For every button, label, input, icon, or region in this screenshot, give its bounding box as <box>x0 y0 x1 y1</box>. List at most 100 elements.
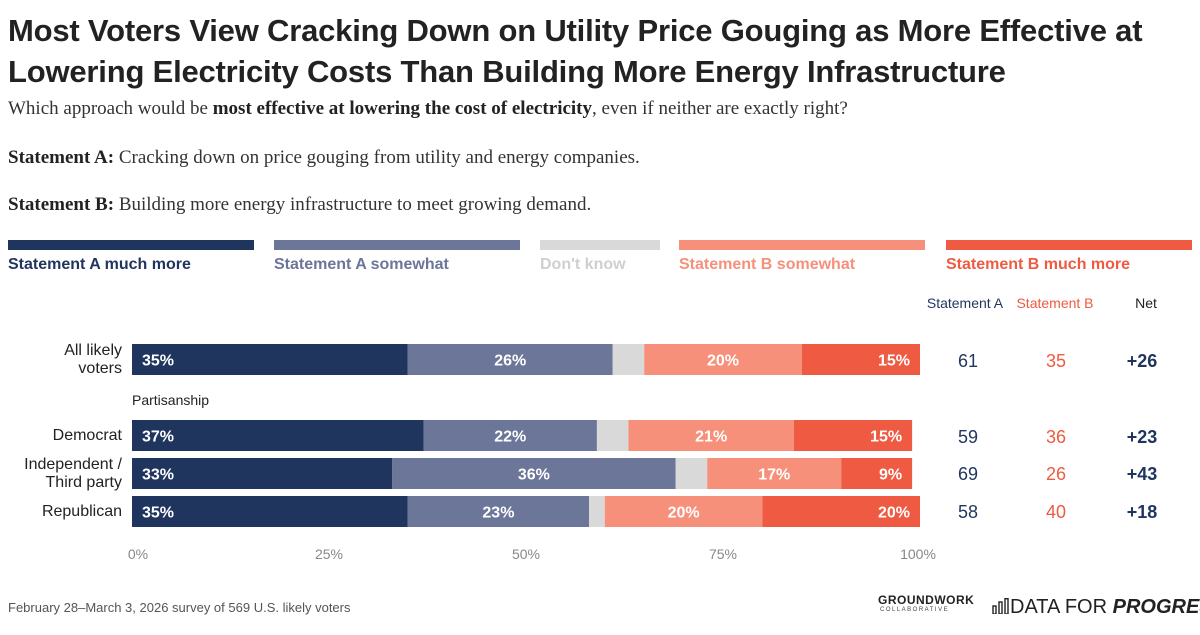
bar-segment-b-much <box>762 496 920 527</box>
total-a-independent: 69 <box>957 464 979 484</box>
data-label: 9% <box>879 467 902 484</box>
bar-chart-icon <box>992 597 1009 615</box>
data-label: 35% <box>142 353 174 370</box>
bar-segment-dont-know <box>589 496 605 527</box>
total-b-republican: 40 <box>1045 502 1067 522</box>
bar-segment-dont-know <box>596 420 629 451</box>
dfp-logo-italic: PROGRESS <box>1112 596 1200 618</box>
bar-segment-a-some <box>407 344 613 375</box>
column-header-net: Net <box>1135 295 1157 311</box>
statement-a-text: Cracking down on price gouging from util… <box>114 147 640 168</box>
x-tick-label: 25% <box>315 546 343 562</box>
legend-dont-know: Don't know <box>540 240 660 274</box>
data-label: 17% <box>758 467 790 484</box>
total-a-democrat: 59 <box>957 427 979 447</box>
bar-segment-a-much <box>132 420 424 451</box>
net-republican: +18 <box>1126 502 1158 522</box>
row-label-line: Independent / <box>24 456 122 473</box>
total-b-democrat: 36 <box>1045 427 1067 447</box>
row-label-line: Third party <box>45 474 122 491</box>
bar-segment-a-much <box>132 344 408 375</box>
row-label-all-voters: All likely voters <box>64 342 122 378</box>
legend-label: Statement B much more <box>946 256 1131 273</box>
row-label-republican: Republican <box>42 503 122 521</box>
total-b-all-voters: 35 <box>1045 351 1067 371</box>
legend-swatch <box>274 240 520 250</box>
question-bold: most effective at lowering the cost of e… <box>212 98 593 119</box>
statement-b-label: Statement B: <box>8 194 115 215</box>
legend-swatch <box>679 240 925 250</box>
groundwork-logo-sub: COLLABORATIVE <box>880 607 950 613</box>
legend-b-much: Statement B much more <box>946 240 1192 274</box>
data-label: 33% <box>142 467 174 484</box>
column-header-statement-a: Statement A <box>926 295 1004 311</box>
data-label: 36% <box>518 467 550 484</box>
groundwork-logo: GROUNDWORK <box>878 593 975 607</box>
row-label-line: All likely <box>64 342 122 359</box>
statement-b: Statement B: Building more energy infras… <box>8 194 591 216</box>
data-label: 23% <box>482 505 514 522</box>
statement-a: Statement A: Cracking down on price goug… <box>8 147 640 169</box>
data-label: 20% <box>707 353 739 370</box>
statement-a-label: Statement A: <box>8 147 115 168</box>
legend-label: Statement A somewhat <box>274 256 449 273</box>
bar-segment-dont-know <box>612 344 645 375</box>
bar-segment-b-much <box>801 344 920 375</box>
bar-segment-a-much <box>132 458 393 489</box>
data-label: 35% <box>142 505 174 522</box>
data-label: 21% <box>695 429 727 446</box>
survey-footnote: February 28–March 3, 2026 survey of 569 … <box>8 600 351 615</box>
bar-segment-a-some <box>392 458 676 489</box>
row-label-democrat: Democrat <box>53 427 122 445</box>
legend-b-somewhat: Statement B somewhat <box>679 240 925 274</box>
statement-b-text: Building more energy infrastructure to m… <box>114 194 592 215</box>
data-for-progress-logo: DATA FOR PROGRESS <box>992 596 1200 619</box>
bar-segment-b-much <box>841 458 913 489</box>
bar-segment-b-some <box>604 496 763 527</box>
net-independent: +43 <box>1126 464 1158 484</box>
total-b-independent: 26 <box>1045 464 1067 484</box>
legend-a-much: Statement A much more <box>8 240 254 274</box>
bar-segment-b-much <box>793 420 913 451</box>
data-label: 26% <box>494 353 526 370</box>
x-tick-label: 100% <box>900 546 936 562</box>
section-label-partisanship: Partisanship <box>132 392 210 408</box>
data-label: 22% <box>494 429 526 446</box>
net-all-voters: +26 <box>1126 351 1158 371</box>
bar-segment-b-some <box>707 458 842 489</box>
chart-title: Most Voters View Cracking Down on Utilit… <box>8 13 1143 89</box>
row-label-line: Democrat <box>52 427 122 444</box>
x-tick-label: 0% <box>128 546 148 562</box>
bar-segment-a-some <box>407 496 590 527</box>
bar-segment-a-some <box>423 420 597 451</box>
total-a-republican: 58 <box>957 502 979 522</box>
data-label: 20% <box>878 505 910 522</box>
legend-swatch <box>540 240 660 250</box>
row-label-line: voters <box>78 360 122 377</box>
legend-label: Statement B somewhat <box>679 256 856 273</box>
data-label: 20% <box>668 505 700 522</box>
legend-label: Don't know <box>540 256 626 273</box>
bar-segment-b-some <box>644 344 802 375</box>
question-pre: Which approach would be <box>8 98 213 119</box>
x-tick-label: 75% <box>709 546 737 562</box>
bar-segment-dont-know <box>675 458 708 489</box>
legend-a-somewhat: Statement A somewhat <box>274 240 520 274</box>
legend-swatch <box>946 240 1192 250</box>
bar-segment-a-much <box>132 496 408 527</box>
dfp-logo-plain: DATA FOR <box>1010 596 1113 618</box>
question-text: Which approach would be most effective a… <box>8 98 848 120</box>
x-tick-label: 50% <box>512 546 540 562</box>
net-democrat: +23 <box>1126 427 1158 447</box>
data-label: 15% <box>870 429 902 446</box>
data-label: 15% <box>878 353 910 370</box>
question-post: , even if neither are exactly right? <box>592 98 848 119</box>
column-header-statement-b: Statement B <box>1016 295 1094 311</box>
row-label-independent: Independent / Third party <box>24 456 122 492</box>
total-a-all-voters: 61 <box>957 351 979 371</box>
legend-label: Statement A much more <box>8 256 191 273</box>
legend-swatch <box>8 240 254 250</box>
data-label: 37% <box>142 429 174 446</box>
row-label-line: Republican <box>41 503 122 520</box>
